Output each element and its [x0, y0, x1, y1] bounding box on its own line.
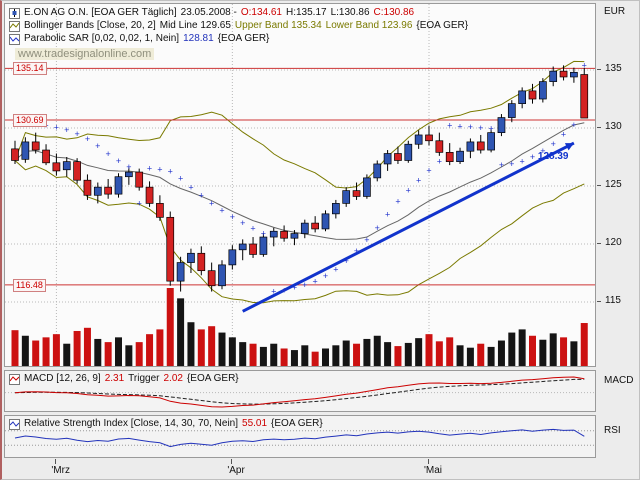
svg-text:+: + — [447, 121, 452, 131]
svg-text:+: + — [561, 130, 566, 140]
svg-text:+: + — [571, 120, 576, 130]
svg-text:+: + — [375, 223, 380, 233]
svg-text:+: + — [333, 264, 338, 274]
svg-text:+: + — [178, 173, 183, 183]
price-alert-label[interactable]: 116.48 — [13, 278, 46, 292]
rsi-pane[interactable]: Relative Strength Index [Close, 14, 30, … — [4, 415, 596, 458]
time-axis[interactable]: 'Mrz 'Apr 'Mai — [4, 459, 596, 479]
time-axis-tickmark — [428, 459, 429, 464]
svg-text:+: + — [540, 146, 545, 156]
svg-text:+: + — [137, 198, 142, 208]
svg-text:+: + — [85, 134, 90, 144]
svg-text:+: + — [188, 182, 193, 192]
macd-chart — [5, 376, 595, 408]
price-alert-label[interactable]: 135.14 — [13, 62, 47, 76]
svg-text:+: + — [292, 283, 297, 293]
svg-text:+: + — [530, 152, 535, 162]
svg-text:+: + — [271, 287, 276, 297]
svg-text:+: + — [344, 256, 349, 266]
svg-text:+: + — [116, 156, 121, 166]
price-chart-canvas[interactable]: + + + + + + + + + + + + + + + + + + + + + + + + + + + + + + + + + + + + + + + +… — [5, 4, 595, 366]
price-axis-tickmark — [597, 69, 601, 70]
price-axis-tick-label: 125 — [605, 179, 622, 190]
svg-text:+: + — [354, 246, 359, 256]
time-axis-label: 'Mrz — [51, 465, 70, 476]
svg-text:+: + — [106, 149, 111, 159]
svg-text:+: + — [488, 124, 493, 134]
price-axis-tickmark — [597, 185, 601, 186]
price-axis-tick-label: 130 — [605, 121, 622, 132]
svg-text:+: + — [478, 123, 483, 133]
price-pane[interactable]: + + + + + + + + + + + + + + + + + + + + + + + + + + + + + + + + + + + + + + + +… — [4, 3, 596, 367]
time-axis-tickmark — [231, 459, 233, 464]
svg-text:+: + — [126, 162, 131, 172]
time-axis-label: 'Mai — [424, 465, 443, 476]
svg-text:+: + — [406, 186, 411, 196]
price-axis-tick-label: 115 — [605, 295, 621, 306]
price-axis-tickmark — [597, 243, 601, 244]
svg-text:+: + — [281, 285, 286, 295]
price-alert-label[interactable]: 130.69 — [13, 113, 47, 127]
svg-text:+: + — [95, 141, 100, 151]
watermark: www.tradesignalonline.com — [15, 48, 155, 60]
svg-text:+: + — [364, 235, 369, 245]
rsi-chart — [5, 428, 595, 448]
svg-text:+: + — [302, 280, 307, 290]
macd-pane[interactable]: MACD [12, 26, 9] 2.31 Trigger 2.02 {EOA … — [4, 370, 596, 412]
price-axis-unit: EUR — [604, 6, 626, 17]
macd-axis-label: MACD — [604, 375, 634, 386]
svg-text:+: + — [313, 276, 318, 286]
price-axis-tickmark — [597, 301, 601, 302]
time-axis-tickmark — [55, 459, 57, 464]
price-axis-tick-label: 135 — [605, 63, 622, 74]
svg-text:+: + — [395, 197, 400, 207]
svg-text:+: + — [261, 228, 266, 238]
svg-text:+: + — [416, 176, 421, 186]
time-axis-label: 'Apr — [227, 465, 245, 476]
svg-text:+: + — [168, 166, 173, 176]
svg-text:+: + — [468, 122, 473, 132]
svg-text:+: + — [437, 157, 442, 167]
svg-text:+: + — [582, 60, 587, 70]
svg-text:+: + — [250, 223, 255, 233]
svg-text:+: + — [54, 122, 59, 132]
svg-text:+: + — [240, 218, 245, 228]
svg-text:+: + — [457, 121, 462, 131]
svg-text:+: + — [64, 125, 69, 135]
svg-text:+: + — [551, 139, 556, 149]
rsi-axis-label: RSI — [604, 425, 621, 436]
svg-text:+: + — [230, 212, 235, 222]
svg-text:+: + — [520, 157, 525, 167]
svg-text:+: + — [199, 191, 204, 201]
svg-text:+: + — [209, 198, 214, 208]
rsi-chart-canvas[interactable] — [5, 416, 595, 457]
macd-chart-canvas[interactable] — [5, 371, 595, 411]
price-chart: + + + + + + + + + + + + + + + + + + + + + + + + + + + + + + + + + + + + + + + +… — [5, 4, 595, 366]
price-axis-tick-label: 120 — [605, 237, 622, 248]
svg-text:+: + — [323, 271, 328, 281]
svg-text:+: + — [509, 159, 514, 169]
price-axis[interactable]: EUR 135 130 125 120 115 MACD RSI — [597, 1, 639, 479]
svg-text:+: + — [426, 166, 431, 176]
trendline-value-label[interactable]: 128.39 — [537, 151, 569, 163]
svg-text:+: + — [74, 129, 79, 139]
svg-text:+: + — [499, 160, 504, 170]
svg-text:+: + — [385, 210, 390, 220]
svg-text:+: + — [219, 205, 224, 215]
svg-text:+: + — [147, 164, 152, 174]
price-axis-tickmark — [597, 127, 601, 128]
svg-text:+: + — [157, 164, 162, 174]
